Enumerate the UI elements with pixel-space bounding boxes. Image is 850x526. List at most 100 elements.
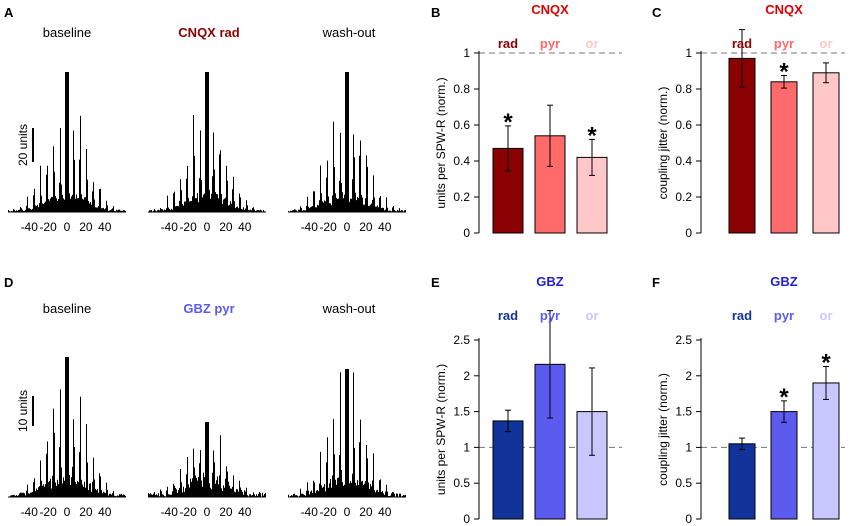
y-tick-label: 0.6 <box>453 118 470 132</box>
category-label-or: or <box>586 36 599 51</box>
drug-label: CNQX <box>531 2 569 17</box>
hist-title-bottom-3: wash-out <box>322 301 376 316</box>
y-tick-label: 1 <box>685 46 692 60</box>
hist-tick-label: -20 <box>319 220 337 234</box>
bar-pyr <box>770 411 798 520</box>
significance-star: * <box>779 384 789 411</box>
y-tick-label: 0 <box>463 512 470 526</box>
hist-spikes <box>288 72 406 212</box>
y-tick-label: 0.6 <box>675 118 692 132</box>
y-tick-label: 0.5 <box>453 476 470 490</box>
drug-label: GBZ <box>770 274 798 289</box>
panel-letter-c: C <box>652 5 662 20</box>
category-label-rad: rad <box>732 308 752 323</box>
hist-tick-label: 20 <box>219 505 233 519</box>
y-tick-label: 1 <box>463 440 470 454</box>
category-label-or: or <box>820 36 833 51</box>
hist-tick-label: -20 <box>179 505 197 519</box>
hist-tick-label: -40 <box>21 505 39 519</box>
hist-title-bottom-2: GBZ pyr <box>183 301 234 316</box>
y-tick-label: 0.4 <box>453 154 470 168</box>
hist-tick-label: 20 <box>219 220 233 234</box>
hist-title-top-3: wash-out <box>322 25 376 40</box>
hist-spikes <box>9 357 126 497</box>
bar-chart-f: 0 0.5 1 1.5 2 2.5 coupling jitter (norm.) GBZ ra… <box>656 274 845 526</box>
category-label-pyr: pyr <box>774 308 794 323</box>
hist-tick-label: -20 <box>319 505 337 519</box>
y-tick-label: 1.5 <box>675 405 692 419</box>
hist-tick-label: -40 <box>301 505 319 519</box>
hist-tick-label: 20 <box>79 220 93 234</box>
category-label-rad: rad <box>732 36 752 51</box>
y-axis-label: units per SPW-R (norm.) <box>434 364 448 495</box>
y-axis-label: coupling jitter (norm.) <box>656 87 670 200</box>
significance-star: * <box>779 59 789 86</box>
significance-star: * <box>587 122 597 149</box>
panel-letter-b: B <box>431 5 440 20</box>
hist-tick-label: 0 <box>64 505 71 519</box>
drug-label: GBZ <box>536 274 564 289</box>
bottom-histogram-3: -40 -20 0 20 40 <box>288 369 406 519</box>
category-label-or: or <box>820 308 833 323</box>
hist-tick-label: -40 <box>301 220 319 234</box>
category-label-pyr: pyr <box>774 36 794 51</box>
category-label-pyr: pyr <box>540 308 560 323</box>
hist-tick-label: -20 <box>39 505 57 519</box>
hist-tick-label: -20 <box>179 220 197 234</box>
top-histogram-2: -40 -20 0 20 40 <box>148 72 266 234</box>
panel-letter-f: F <box>652 275 660 290</box>
significance-star: * <box>821 349 831 376</box>
panel-letter-a: A <box>4 5 14 20</box>
y-tick-label: 1.5 <box>453 405 470 419</box>
y-tick-label: 2 <box>463 369 470 383</box>
y-tick-label: 0 <box>685 226 692 240</box>
y-axis-label: coupling jitter (norm.) <box>656 373 670 486</box>
y-tick-label: 1 <box>685 440 692 454</box>
hist-tick-label: 0 <box>344 505 351 519</box>
y-axis-label: units per SPW-R (norm.) <box>434 77 448 208</box>
hist-tick-label: -40 <box>161 505 179 519</box>
y-tick-label: 0.8 <box>675 82 692 96</box>
y-tick-label: 0.5 <box>675 476 692 490</box>
hist-tick-label: 40 <box>378 220 392 234</box>
hist-tick-label: -20 <box>39 220 57 234</box>
hist-tick-label: 40 <box>98 505 112 519</box>
hist-tick-label: 0 <box>204 220 211 234</box>
hist-title-bottom-1: baseline <box>43 301 91 316</box>
hist-tick-label: 20 <box>359 220 373 234</box>
bar-rad <box>492 420 524 520</box>
hist-spikes <box>288 369 406 497</box>
hist-spikes <box>149 72 266 212</box>
scale-label-bottom: 10 units <box>16 390 30 432</box>
y-tick-label: 2 <box>685 369 692 383</box>
hist-tick-label: 0 <box>344 220 351 234</box>
bar-or <box>812 72 840 234</box>
bar-chart-layer: 0 0.2 0.4 0.6 0.8 1 units per SPW-R (norm.) CNQ… <box>434 2 845 526</box>
top-histogram-3: -40 -20 0 20 40 <box>288 72 406 234</box>
histogram-layer: -40 -20 0 20 40 -40 -20 0 20 40 -40 -20 0 20 40-40 -20 0… <box>8 72 406 519</box>
hist-tick-label: 0 <box>204 505 211 519</box>
bar-chart-e: 0 0.5 1 1.5 2 2.5 units per SPW-R (norm.) GBZ ra… <box>434 274 622 526</box>
category-label-rad: rad <box>498 308 518 323</box>
hist-tick-label: 20 <box>359 505 373 519</box>
top-histogram-1: -40 -20 0 20 40 <box>8 72 126 234</box>
drug-label: CNQX <box>765 2 803 17</box>
y-tick-label: 0 <box>685 512 692 526</box>
hist-tick-label: 0 <box>64 220 71 234</box>
y-tick-label: 2.5 <box>453 333 470 347</box>
hist-tick-label: 20 <box>79 505 93 519</box>
significance-star: * <box>503 109 513 136</box>
panel-letter-e: E <box>431 275 440 290</box>
bar-chart-b: 0 0.2 0.4 0.6 0.8 1 units per SPW-R (norm.) CNQ… <box>434 2 622 240</box>
y-tick-label: 1 <box>463 46 470 60</box>
bar-rad <box>728 443 756 520</box>
panel-letter-d: D <box>4 275 13 290</box>
hist-spikes <box>8 72 126 212</box>
hist-tick-label: 40 <box>378 505 392 519</box>
bar-or <box>812 382 840 520</box>
hist-spikes <box>148 422 266 497</box>
category-label-or: or <box>586 308 599 323</box>
y-tick-label: 0.8 <box>453 82 470 96</box>
y-tick-label: 2.5 <box>675 333 692 347</box>
